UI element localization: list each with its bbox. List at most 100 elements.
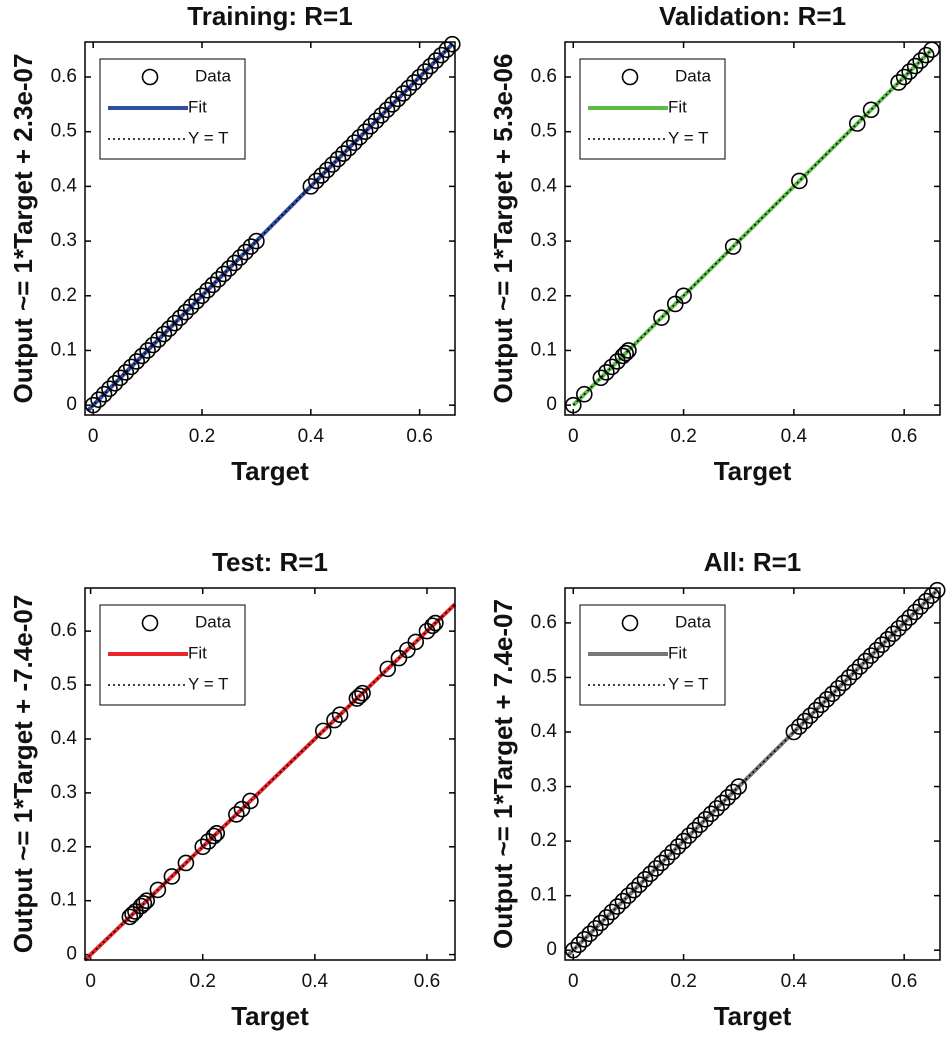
data-point xyxy=(373,106,390,124)
data-point xyxy=(824,685,841,703)
data-point xyxy=(395,85,412,102)
data-point xyxy=(133,347,151,365)
panel: Test: R=1 Target Output ~= 1*Target + -7.4… xyxy=(8,547,457,1031)
data-point xyxy=(873,636,891,654)
data-point xyxy=(884,625,902,643)
x-tick-label: 0.2 xyxy=(189,426,215,447)
data-point xyxy=(829,680,847,697)
data-point xyxy=(791,718,808,735)
y-axis-label: Output ~= 1*Target + 2.3e-07 xyxy=(8,54,38,404)
data-point xyxy=(313,167,330,184)
data-point xyxy=(636,870,654,888)
x-tick-label: 0 xyxy=(568,426,579,447)
data-point xyxy=(835,674,852,692)
y-axis-label: Output ~= 1*Target + -7.4e-07 xyxy=(8,595,38,954)
chart-title: Validation: R=1 xyxy=(659,1,846,31)
legend-marker xyxy=(621,614,639,632)
y-tick-label: 0 xyxy=(66,394,77,415)
data-point xyxy=(351,687,368,705)
legend-marker xyxy=(141,614,159,632)
data-point xyxy=(570,936,588,954)
data-point xyxy=(581,925,599,943)
legend-label: Fit xyxy=(188,643,207,662)
data-point xyxy=(928,581,946,599)
data-point xyxy=(144,336,162,354)
x-axis-label: Target xyxy=(231,456,309,486)
data-point xyxy=(122,358,140,376)
data-point xyxy=(631,876,648,894)
data-point xyxy=(653,309,670,326)
x-tick-label: 0.2 xyxy=(670,971,696,992)
data-point xyxy=(400,79,418,97)
data-point xyxy=(340,139,358,157)
x-tick-label: 0.6 xyxy=(891,971,917,992)
data-point xyxy=(564,941,582,959)
y-tick-label: 0.3 xyxy=(51,230,77,251)
data-point xyxy=(901,63,918,80)
x-axis-label: Target xyxy=(714,1001,792,1031)
y-tick-label: 0.1 xyxy=(531,885,557,906)
legend-label: Y = T xyxy=(188,128,228,147)
data-point xyxy=(620,342,637,359)
data-point xyxy=(177,303,194,321)
axes-frame xyxy=(564,41,941,416)
data-point xyxy=(112,369,129,387)
y-tick-label: 0.4 xyxy=(531,175,558,196)
data-point xyxy=(675,287,692,305)
data-point xyxy=(307,172,325,190)
data-point xyxy=(895,614,913,632)
y-tick-label: 0.2 xyxy=(51,836,77,857)
data-point xyxy=(378,101,396,119)
data-point xyxy=(139,342,156,359)
data-point xyxy=(348,690,366,707)
data-point xyxy=(917,46,935,64)
y-tick-label: 0.3 xyxy=(51,782,77,803)
data-point xyxy=(614,892,632,910)
x-tick-label: 0 xyxy=(85,971,96,992)
data-point xyxy=(326,711,343,729)
x-tick-label: 0.4 xyxy=(781,426,808,447)
identity-line xyxy=(87,43,453,412)
data-point xyxy=(101,380,118,398)
y-tick-label: 0.3 xyxy=(531,230,557,251)
data-point xyxy=(427,614,444,632)
data-point xyxy=(346,134,363,151)
data-point xyxy=(592,914,610,932)
x-tick-label: 0.4 xyxy=(298,426,325,447)
data-point xyxy=(791,172,808,190)
data-point xyxy=(879,630,896,648)
y-tick-label: 0.6 xyxy=(531,66,557,87)
y-tick-label: 0 xyxy=(546,939,557,960)
data-point xyxy=(433,46,450,64)
data-point xyxy=(128,353,145,370)
data-point xyxy=(691,816,709,834)
data-point xyxy=(226,254,243,272)
panel: Training: R=1 Target Output ~= 1*Target + … xyxy=(8,1,461,486)
chart-title: All: R=1 xyxy=(704,547,802,577)
legend-label: Fit xyxy=(188,97,207,116)
data-point xyxy=(617,344,634,362)
legend-label: Data xyxy=(195,66,231,85)
data-point xyxy=(868,641,885,659)
data-point xyxy=(220,260,238,277)
legend-label: Y = T xyxy=(668,128,708,147)
data-point xyxy=(166,314,184,332)
data-point xyxy=(658,849,676,866)
data-point xyxy=(653,854,670,872)
legend-label: Data xyxy=(195,612,231,631)
y-tick-label: 0.5 xyxy=(531,121,557,142)
data-point xyxy=(680,827,698,844)
data-point xyxy=(194,838,212,856)
data-point xyxy=(210,271,227,288)
y-tick-label: 0.1 xyxy=(531,339,557,360)
data-point xyxy=(587,920,604,937)
data-point xyxy=(647,860,665,877)
data-point xyxy=(813,696,830,714)
y-tick-label: 0.2 xyxy=(51,285,77,306)
data-point xyxy=(407,633,425,651)
data-point xyxy=(912,598,929,615)
x-tick-label: 0 xyxy=(88,426,99,447)
data-point xyxy=(171,309,189,326)
data-point xyxy=(135,895,153,912)
